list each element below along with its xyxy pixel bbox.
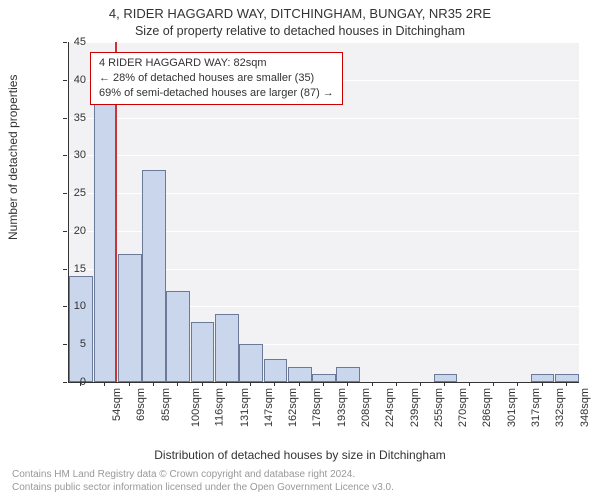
- y-tick-mark: [63, 306, 67, 307]
- y-tick-mark: [63, 42, 67, 43]
- x-axis-label: Distribution of detached houses by size …: [0, 448, 600, 462]
- chart-subtitle: Size of property relative to detached ho…: [0, 24, 600, 38]
- histogram-bar: [434, 374, 458, 382]
- x-tick-mark: [80, 382, 81, 386]
- histogram-bar: [142, 170, 166, 382]
- y-tick-mark: [63, 155, 67, 156]
- callout-line: 69% of semi-detached houses are larger (…: [99, 86, 334, 101]
- gridline: [69, 155, 579, 156]
- x-tick-label: 54sqm: [111, 388, 123, 421]
- histogram-bar: [239, 344, 263, 382]
- x-tick-mark: [226, 382, 227, 386]
- x-tick-label: 193sqm: [336, 388, 348, 427]
- histogram-bar: [531, 374, 555, 382]
- histogram-bar: [215, 314, 239, 382]
- x-tick-label: 162sqm: [287, 388, 299, 427]
- x-tick-mark: [542, 382, 543, 386]
- x-tick-label: 178sqm: [312, 388, 324, 427]
- y-tick-mark: [63, 80, 67, 81]
- y-tick-mark: [63, 118, 67, 119]
- x-tick-label: 332sqm: [554, 388, 566, 427]
- x-tick-label: 208sqm: [360, 388, 372, 427]
- callout-line: 4 RIDER HAGGARD WAY: 82sqm: [99, 56, 334, 71]
- y-tick-mark: [63, 382, 67, 383]
- x-tick-mark: [396, 382, 397, 386]
- callout-line: ← 28% of detached houses are smaller (35…: [99, 71, 334, 86]
- x-tick-mark: [153, 382, 154, 386]
- x-tick-label: 239sqm: [409, 388, 421, 427]
- histogram-bar: [166, 291, 190, 382]
- x-tick-label: 270sqm: [457, 388, 469, 427]
- y-tick-mark: [63, 269, 67, 270]
- x-tick-label: 131sqm: [239, 388, 251, 427]
- gridline: [69, 118, 579, 119]
- histogram-bar: [118, 254, 142, 382]
- footnote: Contains HM Land Registry data © Crown c…: [12, 469, 588, 494]
- x-tick-mark: [129, 382, 130, 386]
- x-tick-label: 100sqm: [190, 388, 202, 427]
- x-tick-mark: [420, 382, 421, 386]
- y-tick-mark: [63, 344, 67, 345]
- x-tick-label: 286sqm: [482, 388, 494, 427]
- histogram-bar: [191, 322, 215, 382]
- histogram-bar: [94, 102, 118, 382]
- histogram-bar: [312, 374, 336, 382]
- histogram-bar: [336, 367, 360, 382]
- x-tick-label: 85sqm: [160, 388, 172, 421]
- x-tick-mark: [104, 382, 105, 386]
- x-tick-mark: [299, 382, 300, 386]
- x-tick-mark: [177, 382, 178, 386]
- histogram-bar: [288, 367, 312, 382]
- x-tick-mark: [323, 382, 324, 386]
- histogram-bar: [555, 374, 579, 382]
- x-tick-mark: [469, 382, 470, 386]
- histogram-bar: [264, 359, 288, 382]
- x-tick-label: 69sqm: [135, 388, 147, 421]
- y-tick-mark: [63, 231, 67, 232]
- x-tick-mark: [493, 382, 494, 386]
- footnote-line: Contains HM Land Registry data © Crown c…: [12, 469, 588, 482]
- x-tick-label: 147sqm: [263, 388, 275, 427]
- x-tick-label: 317sqm: [530, 388, 542, 427]
- x-tick-label: 116sqm: [214, 388, 226, 426]
- chart-container: { "title": "4, RIDER HAGGARD WAY, DITCHI…: [0, 0, 600, 500]
- x-tick-mark: [274, 382, 275, 386]
- y-axis-label: Number of detached properties: [6, 75, 20, 240]
- x-tick-mark: [444, 382, 445, 386]
- footnote-line: Contains public sector information licen…: [12, 482, 588, 495]
- x-tick-mark: [202, 382, 203, 386]
- chart-title: 4, RIDER HAGGARD WAY, DITCHINGHAM, BUNGA…: [0, 6, 600, 21]
- x-tick-label: 255sqm: [433, 388, 445, 427]
- x-tick-label: 224sqm: [384, 388, 396, 427]
- x-tick-mark: [372, 382, 373, 386]
- x-tick-mark: [517, 382, 518, 386]
- x-tick-label: 348sqm: [579, 388, 591, 427]
- x-tick-mark: [347, 382, 348, 386]
- callout-box: 4 RIDER HAGGARD WAY: 82sqm ← 28% of deta…: [90, 52, 343, 105]
- x-tick-mark: [566, 382, 567, 386]
- x-tick-mark: [250, 382, 251, 386]
- gridline: [69, 42, 579, 43]
- y-tick-mark: [63, 193, 67, 194]
- x-tick-label: 301sqm: [506, 388, 518, 427]
- histogram-bar: [69, 276, 93, 382]
